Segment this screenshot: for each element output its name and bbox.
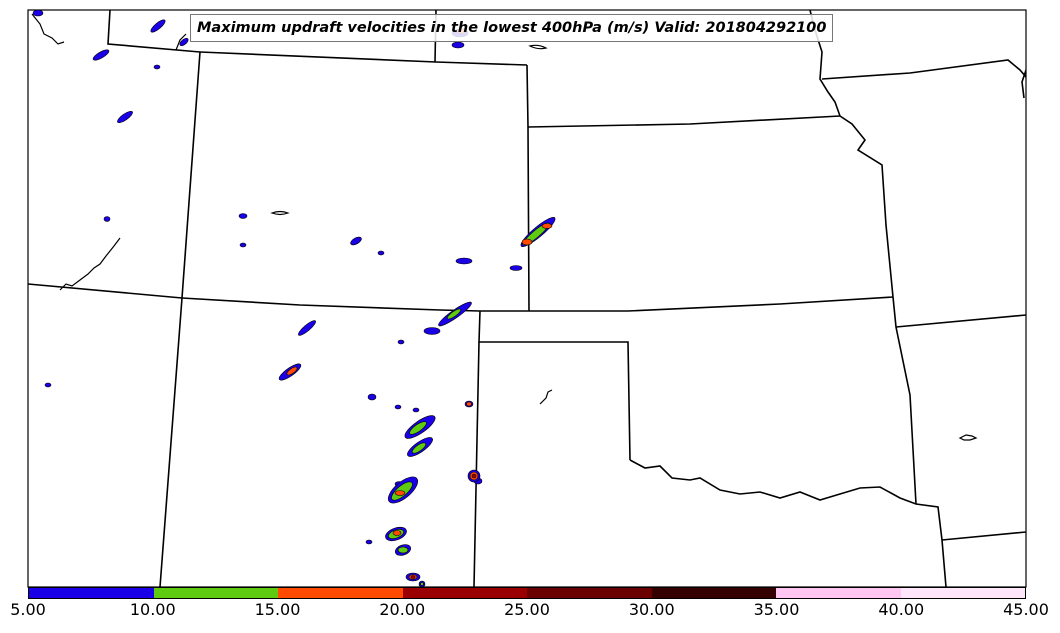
colorbar [28, 587, 1026, 599]
lake-powell [59, 237, 121, 291]
boundary-kansas-missouri [839, 115, 894, 298]
lake-feature [270, 210, 290, 216]
updraft-cell [365, 539, 373, 545]
colorbar-tick-label: 40.00 [878, 600, 925, 619]
colorbar-segment [651, 588, 776, 598]
updraft-cell-group [438, 301, 472, 327]
colorbar-segment [278, 588, 403, 598]
colorbar-tick-label: 20.00 [379, 600, 426, 619]
lake-feature [175, 33, 187, 51]
colorbar-tick-label: 10.00 [129, 600, 176, 619]
colorbar-segment [402, 588, 527, 598]
updraft-cell [239, 242, 247, 248]
colorbar-tick-label: 25.00 [504, 600, 550, 619]
boundary-red-river [629, 459, 947, 587]
great-salt-lake [31, 13, 65, 45]
colorbar-tick-label: 45.00 [1003, 600, 1049, 619]
updraft-cell [394, 404, 402, 410]
boundary-nebraska-kansas [527, 115, 841, 128]
colorbar-tick-label: 30.00 [628, 600, 675, 619]
updraft-cell [179, 37, 189, 47]
colorbar-segment [900, 588, 1025, 598]
updraft-cell [451, 41, 465, 49]
updraft-cell [103, 216, 111, 222]
updraft-cell [412, 407, 420, 413]
updraft-cell [298, 320, 316, 336]
boundary-mississippi [1021, 69, 1026, 99]
updraft-cell [153, 64, 161, 70]
updraft-cell-group [385, 526, 407, 542]
lake-feature [539, 389, 553, 405]
colorbar-segment [776, 588, 901, 598]
colorbar-segment [153, 588, 278, 598]
updraft-cell [367, 393, 377, 401]
updraft-cell [32, 10, 44, 17]
boundary-wyoming-south [199, 51, 528, 66]
updraft-cell [150, 19, 166, 33]
lake-feature [528, 44, 548, 50]
map-title: Maximum updraft velocities in the lowest… [190, 14, 834, 42]
lake-feature [958, 434, 978, 441]
updraft-cell-group [520, 217, 556, 247]
updraft-cell [377, 250, 385, 256]
boundary-kansas-oklahoma [480, 296, 894, 312]
updraft-cell-group [464, 400, 474, 408]
updraft-cell [397, 339, 405, 345]
boundary-idaho-wyoming [107, 10, 201, 53]
boundary-oklahoma-arkansas [892, 296, 917, 505]
updraft-cell [509, 265, 523, 271]
boundary-arkansas-louisiana [941, 531, 1026, 541]
updraft-cell-group [394, 544, 412, 556]
colorbar-segment [527, 588, 652, 598]
colorbar-segment [29, 588, 154, 598]
updraft-cell [92, 49, 110, 61]
updraft-cell-group [387, 476, 419, 504]
boundary-oklahoma-panhandle [478, 310, 631, 461]
updraft-cell [350, 236, 362, 246]
updraft-cell [117, 110, 133, 124]
updraft-cell-group [407, 437, 433, 457]
colorbar-tick-label: 5.00 [10, 600, 46, 619]
updraft-contours [32, 10, 556, 587]
boundary-missouri-arkansas [895, 314, 1026, 328]
updraft-cell [44, 382, 52, 388]
boundary-utah-arizona [28, 283, 183, 299]
updraft-cell-group [405, 572, 421, 582]
boundary-iowa-missouri [821, 59, 1026, 80]
updraft-cell [238, 213, 248, 219]
updraft-cell [455, 257, 473, 265]
colorbar-tick-label: 35.00 [753, 600, 800, 619]
updraft-cell [423, 327, 441, 335]
boundary-newmexico-texas [473, 341, 480, 587]
updraft-cell-group [467, 469, 481, 483]
updraft-cell-group [278, 363, 302, 381]
colorbar-tick-labels: 5.00 10.00 15.00 20.00 25.00 30.00 35.00 40.00 4… [10, 600, 1049, 630]
updraft-cell-group [404, 415, 436, 439]
updraft-cell-group [418, 580, 426, 587]
colorbar-tick-label: 15.00 [254, 600, 301, 619]
